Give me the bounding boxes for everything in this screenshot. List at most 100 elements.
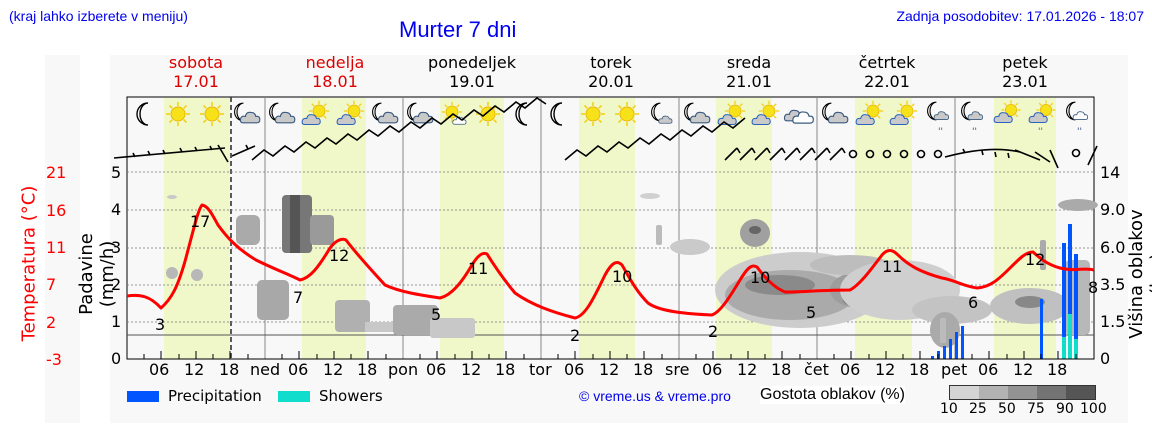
svg-text:2: 2	[570, 326, 580, 345]
cloud-height-tick: 0	[1100, 349, 1111, 368]
temp-tick: 2	[46, 313, 57, 332]
density-tick: 10	[940, 401, 958, 417]
svg-text:10: 10	[750, 268, 770, 287]
svg-text:11: 11	[468, 259, 488, 278]
svg-text:5: 5	[431, 305, 441, 324]
density-tick: 75	[1027, 401, 1045, 417]
day-header: torek 20.01	[541, 53, 681, 91]
x-tick: 18	[771, 360, 792, 379]
density-tick: 90	[1056, 401, 1074, 417]
temp-tick: -3	[46, 350, 62, 369]
x-tick: 06	[288, 360, 309, 379]
day-date: 20.01	[588, 72, 634, 91]
last-updated: Zadnja posodobitev: 17.01.2026 - 18:07	[896, 8, 1144, 24]
temperature-axis-panel	[45, 55, 80, 423]
location-hint[interactable]: (kraj lahko izberete v meniju)	[9, 8, 188, 24]
svg-text:7: 7	[293, 288, 303, 307]
x-tick: pon	[388, 360, 419, 379]
svg-text:6: 6	[968, 293, 978, 312]
svg-text:'': ''	[1077, 127, 1082, 137]
svg-text:2: 2	[708, 322, 718, 341]
svg-text:'': ''	[1038, 127, 1043, 137]
x-tick: 12	[461, 360, 482, 379]
temp-tick: 11	[46, 238, 67, 257]
precip-tick: 5	[111, 163, 122, 182]
day-date: 18.01	[312, 72, 358, 91]
x-tick: sre	[665, 360, 690, 379]
legend-label: Precipitation	[168, 387, 262, 405]
day-header: nedelja 18.01	[265, 53, 405, 91]
day-date: 17.01	[173, 72, 219, 91]
svg-text:8: 8	[1088, 278, 1098, 297]
precip-tick: 1	[111, 312, 122, 331]
sun-icon	[165, 101, 191, 127]
x-tick: 12	[599, 360, 620, 379]
x-tick: 18	[633, 360, 654, 379]
x-tick: 18	[909, 360, 930, 379]
x-tick: 18	[495, 360, 516, 379]
day-header: ponedeljek 19.01	[402, 53, 542, 91]
sun-icon	[614, 101, 640, 127]
x-tick: 18	[357, 360, 378, 379]
legend-showers: Showers	[278, 387, 383, 405]
cloud-density-label: Gostota oblakov (%)	[760, 386, 905, 404]
cloud-height-tick: 6.0	[1100, 238, 1126, 257]
x-tick: 06	[840, 360, 861, 379]
day-name: sobota	[168, 53, 224, 72]
x-ticks	[127, 351, 1094, 360]
svg-text:12: 12	[1025, 250, 1045, 269]
x-tick: ned	[250, 360, 281, 379]
moon-rain-icon: ''	[961, 101, 984, 137]
legend-label: Showers	[319, 387, 383, 405]
cloud-height-tick: 1.5	[1100, 312, 1126, 331]
temp-tick: 16	[46, 201, 67, 220]
day-header: sreda 21.01	[679, 53, 819, 91]
copyright-link[interactable]: © vreme.us & vreme.pro	[579, 388, 731, 404]
x-tick: 06	[978, 360, 999, 379]
moon-rain-icon: ''	[1066, 101, 1089, 137]
svg-text:12: 12	[329, 246, 349, 265]
moon-rain-icon: ''	[927, 101, 950, 137]
day-date: 19.01	[449, 72, 495, 91]
sun-icon	[199, 101, 225, 127]
precipitation-swatch	[127, 390, 159, 402]
svg-text:11: 11	[882, 257, 902, 276]
day-header: četrtek 22.01	[817, 53, 957, 91]
day-date: 23.01	[1002, 72, 1048, 91]
x-tick: pet	[941, 360, 968, 379]
density-tick: 100	[1080, 401, 1107, 417]
weather-icons: '' '' '' ''	[136, 99, 1089, 137]
x-tick: 06	[426, 360, 447, 379]
cloud-height-tick: 14	[1100, 163, 1121, 182]
day-name: ponedeljek	[428, 53, 516, 72]
day-name: sreda	[726, 53, 772, 72]
precip-tick: 4	[111, 200, 122, 219]
density-tick: 25	[969, 401, 987, 417]
x-tick: 12	[1013, 360, 1034, 379]
cloud-density-scale	[949, 385, 1096, 400]
sun-cloud-rain-icon: ''	[1028, 99, 1057, 137]
svg-text:5: 5	[806, 303, 816, 322]
density-tick: 50	[998, 401, 1016, 417]
legend-precipitation: Precipitation	[127, 387, 262, 405]
wind-barbs	[113, 97, 1098, 169]
svg-text:10: 10	[612, 267, 632, 286]
cloud-height-axis-label: Višina oblakov (km)	[1126, 209, 1152, 339]
precip-tick: 0	[111, 349, 122, 368]
day-header: petek 23.01	[955, 53, 1095, 91]
cloud-height-tick: 9.0	[1100, 200, 1126, 219]
x-tick: 18	[219, 360, 240, 379]
x-tick: 12	[323, 360, 344, 379]
page-title: Murter 7 dni	[399, 17, 517, 42]
sun-icon	[580, 101, 606, 127]
day-name: torek	[590, 53, 632, 72]
x-tick: 12	[184, 360, 205, 379]
x-tick: tor	[529, 360, 552, 379]
day-header: sobota 17.01	[126, 53, 266, 91]
x-tick: 12	[737, 360, 758, 379]
x-tick: 06	[149, 360, 170, 379]
precip-tick: 3	[111, 238, 122, 257]
svg-text:'': ''	[972, 127, 977, 137]
temperature-axis-label: Temperatura (°C)	[18, 185, 40, 342]
